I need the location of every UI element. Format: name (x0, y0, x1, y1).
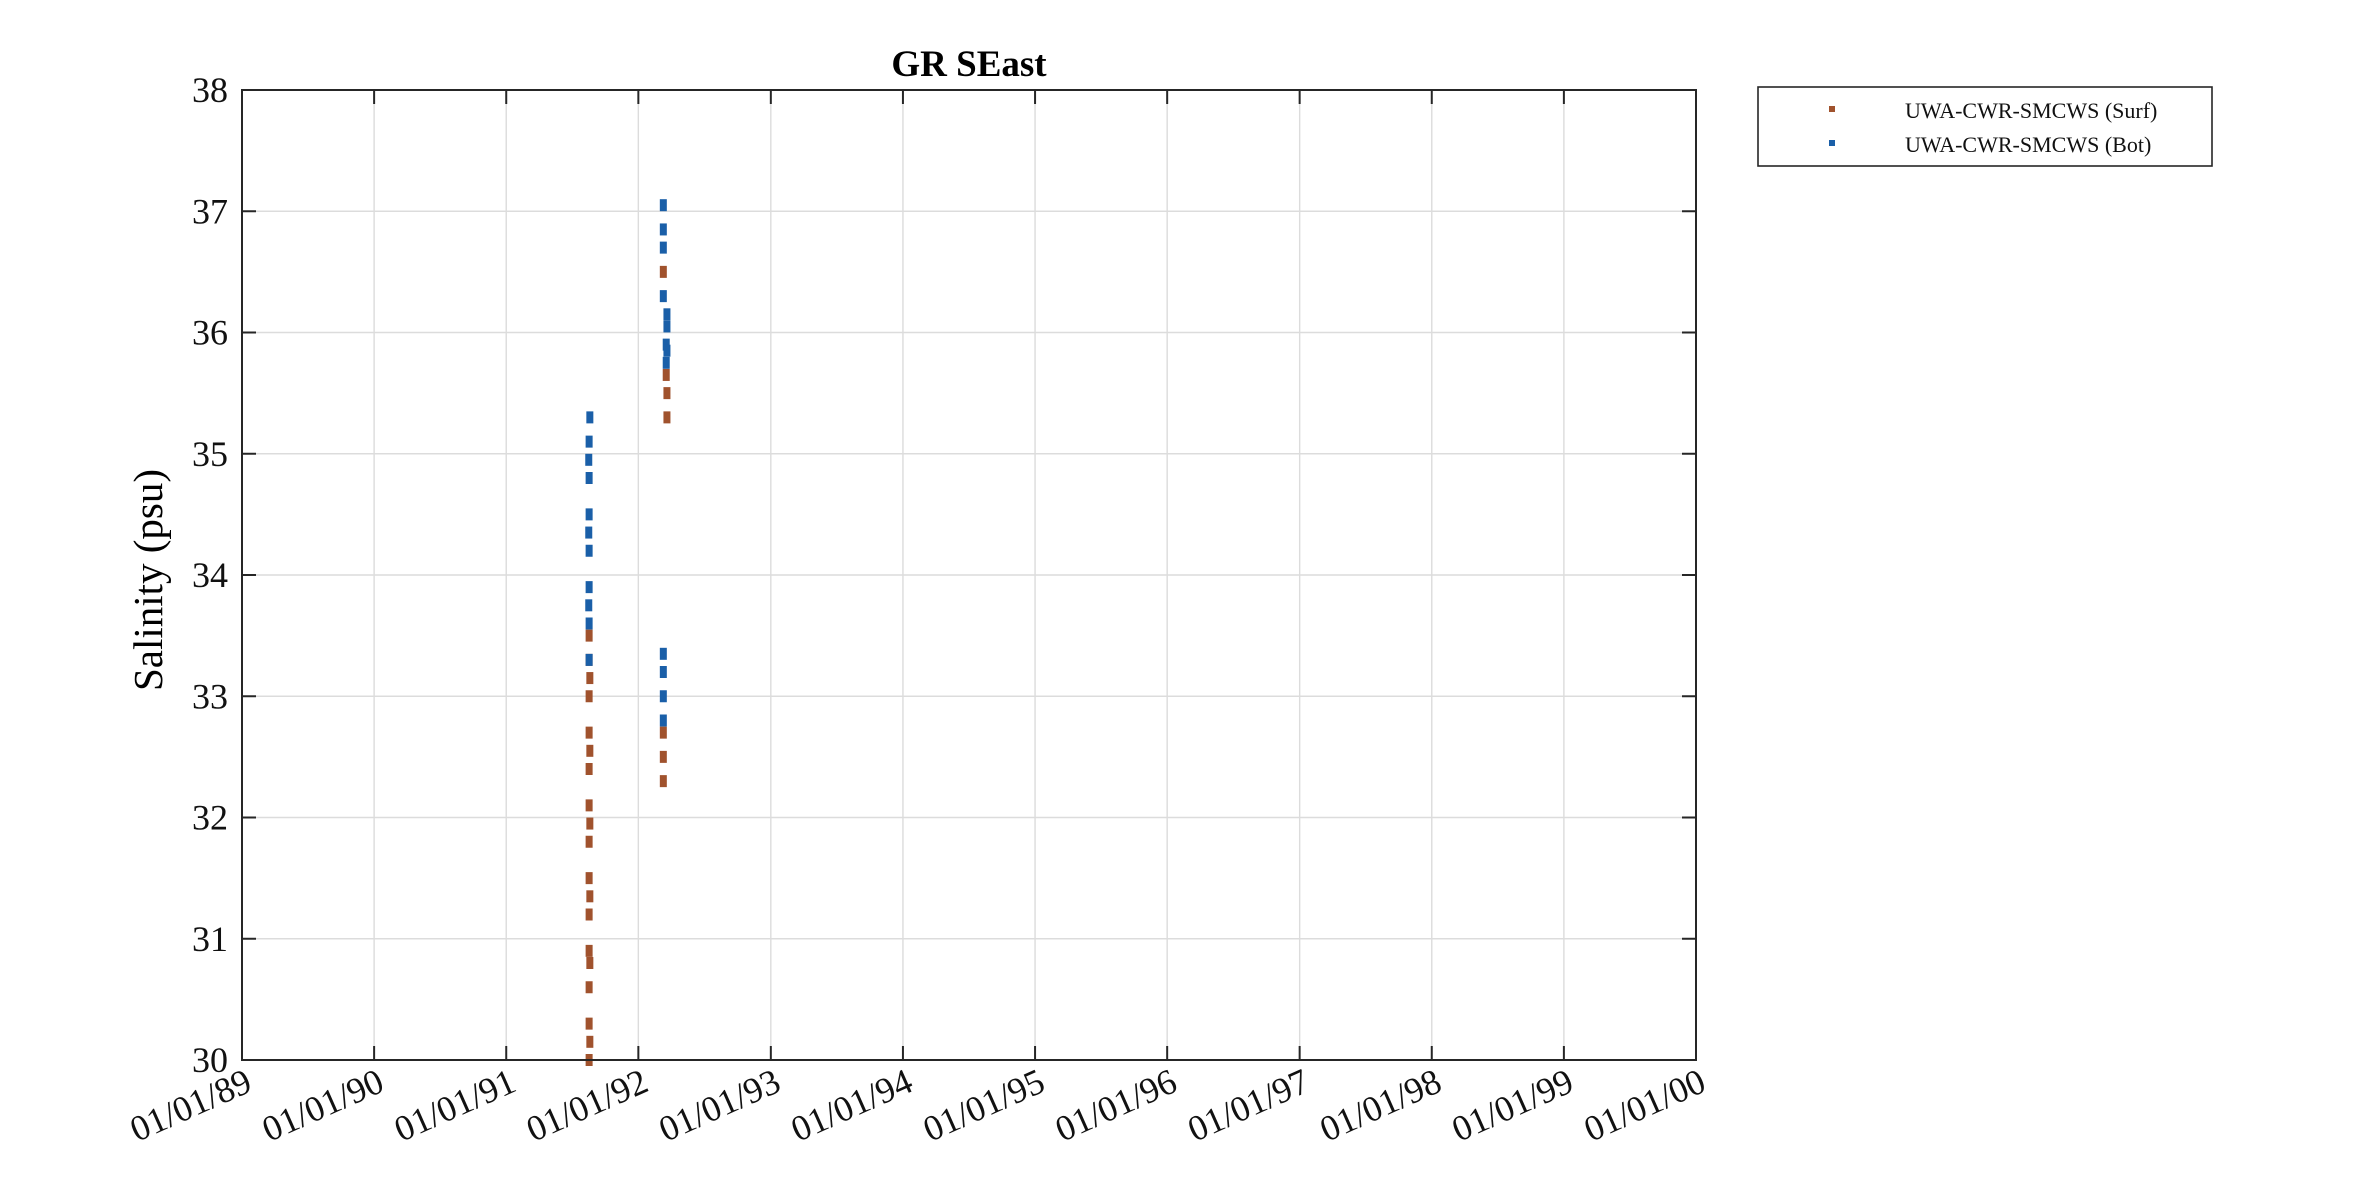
bot-point (585, 526, 593, 539)
x-tick-label: 01/01/99 (1446, 1061, 1579, 1150)
surf-point (659, 750, 667, 763)
surf-point (586, 744, 594, 757)
surf-point (585, 799, 593, 812)
surf-point (585, 629, 593, 642)
bot-point (662, 338, 670, 351)
x-tick-label: 01/01/91 (388, 1061, 521, 1150)
bot-point (585, 508, 593, 521)
surf-point (585, 981, 593, 994)
bot-point (659, 690, 667, 703)
surf-point (662, 368, 670, 381)
x-tick-label: 01/01/94 (785, 1061, 918, 1150)
x-tick-label: 01/01/92 (520, 1061, 653, 1150)
surf-point (659, 726, 667, 739)
x-tick-label: 01/01/00 (1578, 1061, 1711, 1150)
bot-point (585, 581, 593, 594)
axis-ticks (241, 89, 1697, 1061)
bot-point (585, 472, 593, 484)
y-tick-label: 35 (192, 434, 228, 474)
bot-point (663, 344, 671, 357)
y-tick-label: 30 (192, 1040, 228, 1080)
bot-point (586, 411, 594, 424)
x-tick-label: 01/01/96 (1049, 1061, 1182, 1150)
chart-title: GR SEast (891, 44, 1047, 85)
y-tick-labels: 30 31 32 33 34 35 36 37 38 (192, 70, 228, 1080)
bot-point (659, 290, 667, 303)
bot-point (663, 308, 671, 321)
bot-point (659, 714, 667, 727)
bot-point (659, 241, 667, 254)
y-tick-label: 37 (192, 191, 228, 231)
surf-point (659, 775, 667, 788)
legend-marker-bot (1829, 140, 1835, 146)
surf-point (585, 1017, 593, 1030)
data-points (585, 199, 671, 1066)
x-tick-label: 01/01/98 (1314, 1061, 1447, 1150)
bot-point (585, 617, 593, 630)
surf-point (663, 411, 671, 424)
y-tick-label: 32 (192, 798, 228, 838)
surf-point (659, 265, 667, 278)
legend-box (1757, 86, 2213, 167)
y-axis-label: Salinity (psu) (125, 469, 171, 691)
bot-point (659, 647, 667, 660)
surf-point (586, 1035, 594, 1048)
x-tick-label: 01/01/97 (1182, 1061, 1315, 1150)
surf-point (585, 944, 593, 957)
y-tick-label: 36 (192, 313, 228, 353)
y-tick-label: 34 (192, 555, 228, 595)
surf-point (585, 908, 593, 921)
bot-point (585, 544, 593, 557)
legend-label-bot: UWA-CWR-SMCWS (Bot) (1905, 132, 2151, 157)
bot-point (659, 199, 667, 212)
surf-point (585, 763, 593, 775)
surf-point (585, 835, 593, 848)
bot-point (585, 653, 593, 666)
surf-point (585, 726, 593, 739)
surf-point (585, 690, 593, 703)
x-tick-label: 01/01/93 (653, 1061, 786, 1150)
bot-point (659, 223, 667, 236)
surf-point (663, 387, 671, 400)
bot-point (662, 356, 670, 369)
surf-point (586, 957, 594, 969)
bot-point (585, 453, 593, 466)
y-tick-label: 38 (192, 70, 228, 110)
y-tick-label: 33 (192, 676, 228, 716)
surf-point (586, 890, 594, 903)
y-tick-label: 31 (192, 919, 228, 959)
surf-point (585, 872, 593, 885)
bot-point (585, 599, 593, 612)
x-tick-label: 01/01/90 (256, 1061, 389, 1150)
legend: UWA-CWR-SMCWS (Surf) UWA-CWR-SMCWS (Bot) (1757, 86, 2213, 167)
bot-point (585, 435, 593, 448)
bot-point (663, 320, 671, 333)
legend-label-surf: UWA-CWR-SMCWS (Surf) (1905, 98, 2157, 123)
surf-point (586, 672, 594, 685)
grid-lines (242, 90, 1696, 1060)
x-tick-label: 01/01/89 (124, 1061, 257, 1150)
legend-marker-surf (1829, 106, 1835, 112)
x-tick-label: 01/01/95 (917, 1061, 1050, 1150)
surf-point (586, 817, 594, 830)
bot-point (659, 666, 667, 678)
